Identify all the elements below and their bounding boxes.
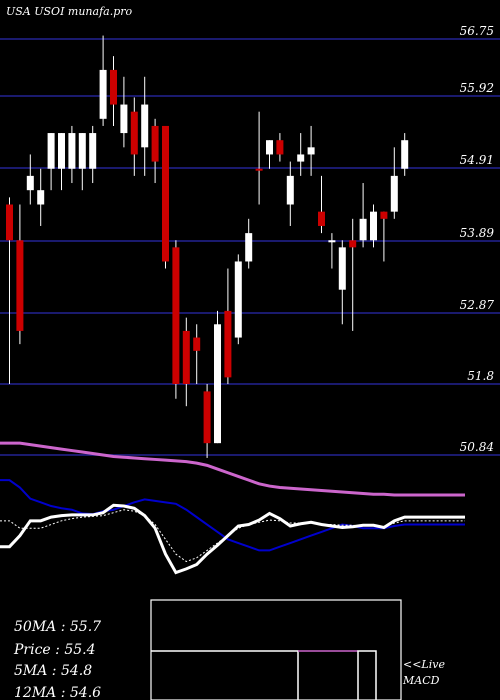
candle-body (370, 211, 377, 241)
stat-ma50: 50MA : 55.7 (14, 619, 101, 635)
candle-body (214, 324, 221, 444)
candle-body (234, 261, 242, 338)
candle-body (151, 125, 159, 162)
y-tick-label: 54.91 (460, 153, 494, 167)
candle-body (130, 111, 138, 155)
macd-label: MACD (402, 674, 440, 687)
candle-body (390, 175, 398, 212)
candle-body (380, 211, 388, 219)
candle-body (266, 140, 273, 155)
candle-body (276, 140, 284, 155)
candle-body (141, 104, 149, 148)
candle-body (47, 133, 55, 169)
candle-body (78, 133, 86, 169)
macd-step-white-2 (357, 650, 377, 700)
candle-body (58, 133, 65, 169)
candle-body (6, 204, 13, 241)
candle-body (162, 125, 169, 262)
candle-body (26, 175, 34, 191)
macd-box: <<Live MACD (150, 599, 445, 700)
candle-body (349, 240, 357, 248)
candle-body (89, 133, 97, 169)
macd-step-white (151, 650, 299, 700)
price-tick-labels: 56.75 55.92 54.91 53.89 52.87 51.8 50.84 (460, 24, 495, 454)
candle-body (255, 168, 263, 171)
indicator-lines (0, 479, 465, 575)
candles (6, 35, 409, 458)
y-tick-label: 53.89 (460, 226, 495, 240)
candle-body (401, 140, 409, 169)
stat-price: Price : 55.4 (13, 642, 96, 658)
macd-frame (150, 599, 402, 700)
y-tick-label: 56.75 (460, 24, 494, 38)
candle-body (307, 147, 315, 155)
candle-body (182, 330, 190, 384)
signal-polyline (0, 509, 465, 563)
candle-body (297, 154, 305, 162)
candle-body (286, 175, 294, 205)
candle-body (68, 133, 76, 169)
y-tick-label: 55.92 (460, 81, 494, 95)
candle-body (338, 247, 346, 290)
candle-body (16, 240, 24, 331)
candle-body (203, 391, 211, 444)
chart-title: USA USOI munafa.pro (6, 5, 132, 18)
candle-body (193, 337, 201, 351)
y-tick-label: 50.84 (460, 440, 494, 454)
candle-body (172, 247, 180, 384)
stat-ma5: 5MA : 54.8 (14, 663, 92, 679)
candle-body (120, 104, 128, 134)
candle-body (110, 69, 117, 105)
stats-panel: 50MA : 55.7 Price : 55.4 5MA : 54.8 12MA… (13, 619, 101, 700)
y-tick-label: 52.87 (460, 298, 495, 312)
candle-body (318, 211, 325, 226)
macd-polyline (0, 503, 465, 575)
candle-body (245, 233, 253, 262)
ma50-polyline (0, 441, 465, 497)
ma50-line (0, 441, 465, 497)
candle-body (37, 190, 45, 205)
y-tick-label: 51.8 (467, 369, 494, 383)
candle-body (328, 240, 336, 243)
candle-body (224, 310, 232, 378)
live-label: <<Live (403, 658, 445, 671)
stat-ma12: 12MA : 54.6 (14, 685, 101, 700)
candle-body (359, 218, 367, 241)
candle-body (99, 69, 107, 119)
